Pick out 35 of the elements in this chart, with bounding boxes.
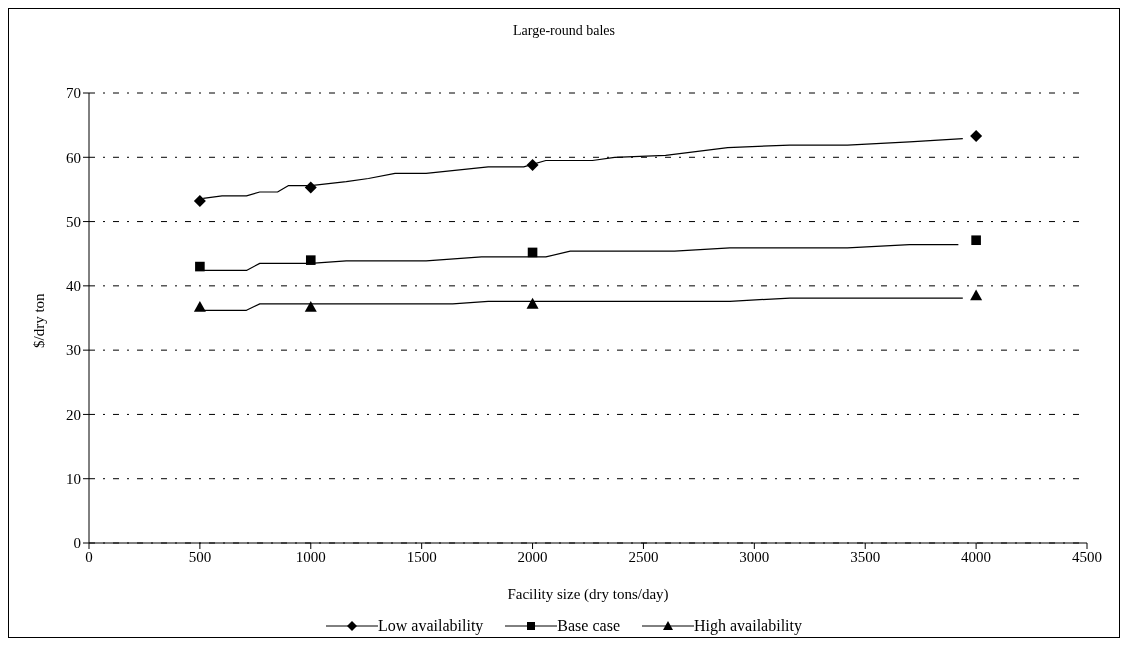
y-tick-label: 50 [66, 213, 81, 230]
point [526, 159, 539, 171]
x-tick-label: 2000 [517, 548, 548, 565]
point [305, 255, 316, 265]
legend-label: High availability [693, 617, 802, 635]
y-tick-label: 20 [66, 406, 81, 423]
x-tick-label: 500 [188, 548, 212, 565]
point [193, 301, 206, 312]
y-tick-label: 0 [73, 535, 81, 552]
point [970, 130, 983, 143]
y-tick-label: 10 [66, 471, 81, 488]
point [195, 261, 205, 272]
y-tick-label: 60 [66, 149, 81, 166]
y-axis-title: $/dry ton [31, 292, 48, 348]
chart-title: Large-round bales [512, 22, 616, 40]
point [971, 235, 981, 246]
x-axis-title: Facility size (dry tons/day) [507, 586, 669, 603]
point [304, 301, 317, 312]
y-tick-label: 30 [66, 342, 81, 359]
x-tick-label: 0 [85, 548, 93, 565]
x-tick-label: 4500 [1072, 548, 1102, 565]
legend-label: Base case [557, 617, 620, 635]
x-tick-label: 1000 [295, 548, 326, 565]
x-tick-label: 4000 [961, 548, 992, 565]
x-tick-label: 2500 [628, 548, 659, 565]
point [970, 289, 983, 301]
y-tick-label: 40 [66, 278, 81, 295]
point [193, 195, 206, 207]
legend-label: Low availability [378, 617, 484, 635]
y-tick-label: 70 [66, 85, 81, 102]
x-tick-label: 1500 [406, 548, 437, 565]
point [526, 297, 539, 309]
x-tick-label: 3500 [850, 548, 881, 565]
x-tick-label: 3000 [739, 548, 770, 565]
point [304, 181, 317, 194]
